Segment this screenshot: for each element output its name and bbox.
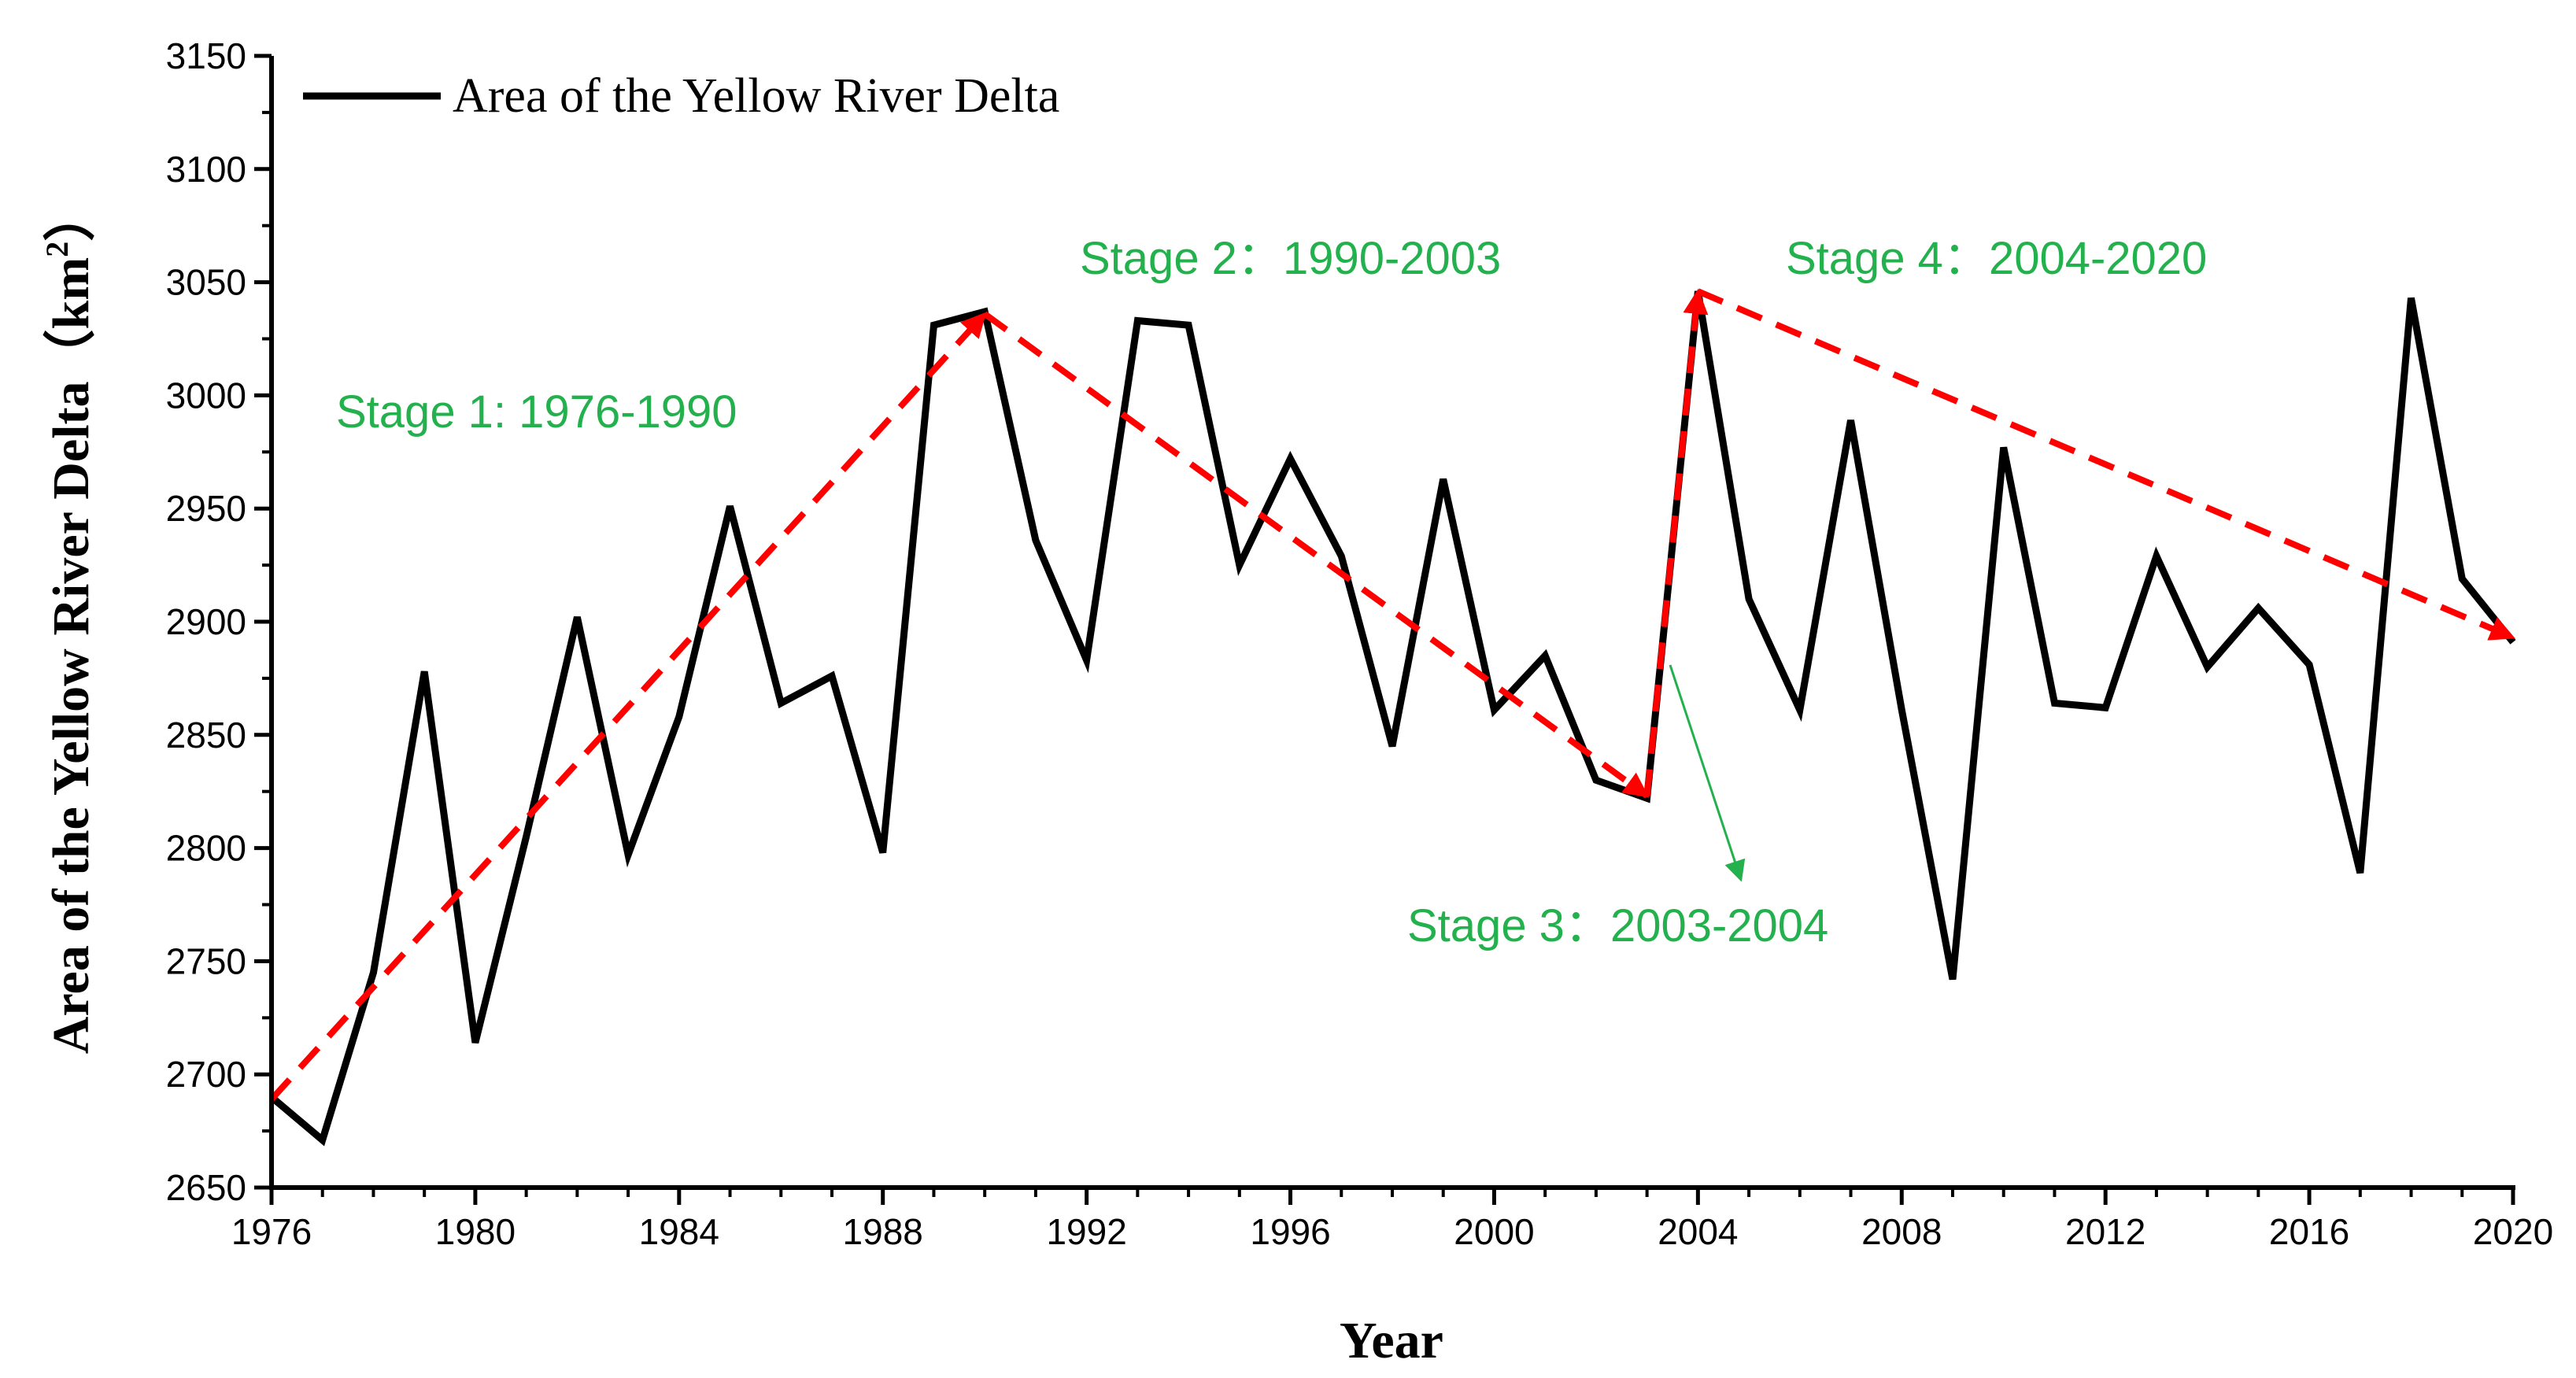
stage-1-trend: [269, 312, 988, 1102]
stage-trend-arrows: [269, 288, 2515, 1102]
stage-2-trend: [982, 311, 1650, 799]
x-tick-label: 2020: [2473, 1211, 2553, 1252]
y-tick-label: 2850: [166, 715, 246, 755]
stage-4-trend: [1696, 288, 2515, 641]
x-tick-label: 2000: [1454, 1211, 1534, 1252]
x-tick-label: 2008: [1861, 1211, 1942, 1252]
stage-3-label: Stage 3：2003-2004: [1407, 900, 1828, 951]
y-tick-label: 2900: [166, 601, 246, 642]
y-tick-label: 3150: [166, 35, 246, 76]
y-tick-label: 2950: [166, 488, 246, 529]
y-axis-title-end: ）: [42, 190, 100, 242]
x-tick-label: 1988: [843, 1211, 923, 1252]
legend: Area of the Yellow River Delta: [303, 69, 1059, 123]
x-tick-label: 2016: [2269, 1211, 2349, 1252]
area-series-line: [269, 290, 2516, 1147]
y-tick-label: 2800: [166, 828, 246, 869]
x-tick-label: 2004: [1658, 1211, 1738, 1252]
y-axis-title-sup: 2: [39, 242, 75, 257]
x-tick-label: 1996: [1250, 1211, 1330, 1252]
y-axis-title-main: Area of the Yellow River Delta（km: [42, 257, 100, 1054]
axis-tick-labels: 2650 2700 2750 2800 2850 2900 2950 3000 3050 3100…: [166, 35, 2554, 1252]
plot-axes: [269, 56, 2515, 1190]
stage-3-pointer-arrow: [1669, 664, 1746, 882]
x-tick-label: 1980: [435, 1211, 516, 1252]
stage-1-label: Stage 1: 1976-1990: [336, 386, 737, 438]
stage-4-label: Stage 4：2004-2020: [1786, 233, 2207, 284]
x-tick-label: 1984: [639, 1211, 719, 1252]
x-axis-title: Year: [1340, 1312, 1443, 1369]
axis-ticks: [254, 54, 2515, 1205]
stage-2-label: Stage 2：1990-2003: [1080, 233, 1501, 284]
y-tick-label: 2750: [166, 940, 246, 981]
y-tick-label: 3000: [166, 375, 246, 416]
y-tick-label: 3100: [166, 149, 246, 190]
x-tick-label: 1976: [231, 1211, 312, 1252]
y-axis-title: Area of the Yellow River Delta（km2）: [39, 190, 100, 1054]
y-tick-label: 2650: [166, 1167, 246, 1208]
x-tick-label: 2012: [2065, 1211, 2145, 1252]
x-tick-label: 1992: [1046, 1211, 1126, 1252]
y-tick-label: 2700: [166, 1054, 246, 1095]
legend-label: Area of the Yellow River Delta: [453, 69, 1059, 123]
y-tick-label: 3050: [166, 262, 246, 303]
